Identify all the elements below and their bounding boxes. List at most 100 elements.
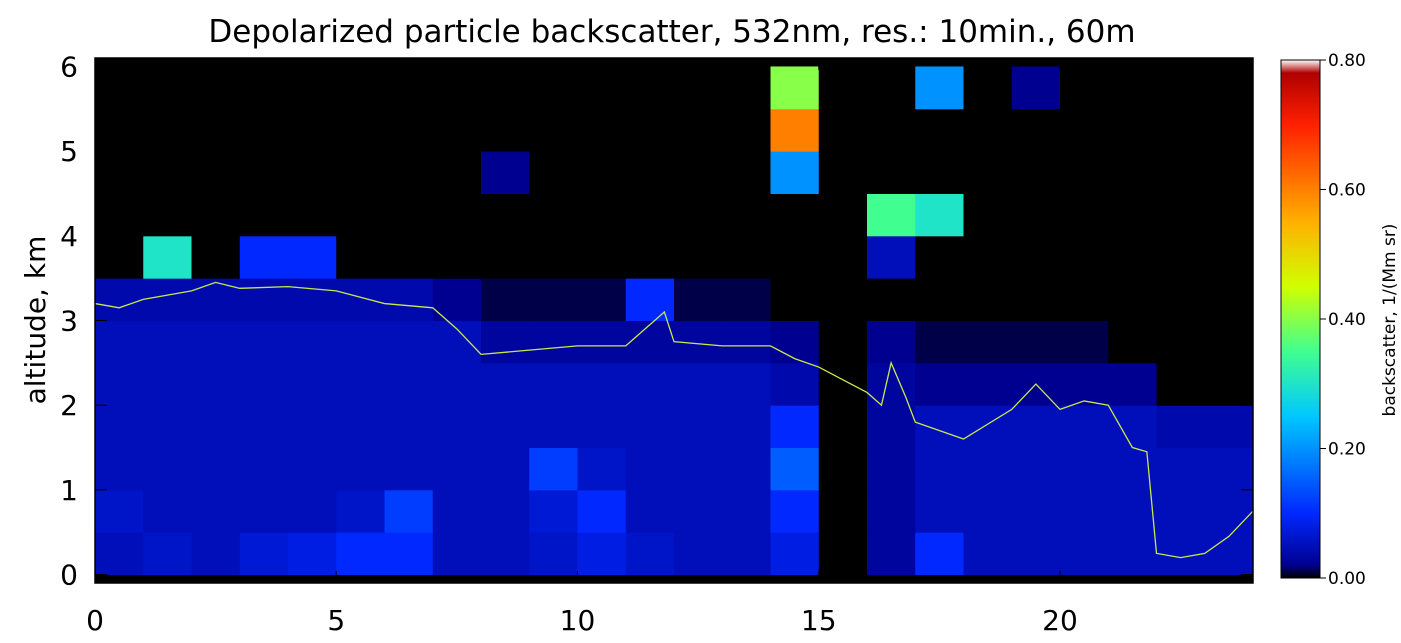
y-tick-label: 0: [60, 559, 78, 592]
cell: [625, 489, 675, 533]
cell: [143, 278, 192, 321]
cell: [963, 278, 1013, 321]
cell: [432, 66, 482, 110]
cell: [1108, 278, 1157, 321]
cell: [625, 108, 675, 152]
cell: [818, 151, 868, 194]
cell: [529, 151, 578, 194]
cell: [529, 320, 578, 364]
y-tick-label: 6: [60, 50, 78, 83]
cell: [336, 447, 385, 491]
cell: [1011, 489, 1061, 533]
cell: [481, 447, 530, 491]
cell: [867, 66, 916, 110]
cell: [432, 362, 482, 406]
cell: [336, 108, 385, 152]
cell: [239, 193, 289, 237]
cell: [1204, 193, 1254, 237]
cell: [915, 405, 964, 449]
cell: [336, 66, 385, 110]
cell: [1108, 66, 1157, 110]
cell: [867, 447, 916, 491]
cell: [963, 405, 1013, 449]
cell: [818, 489, 868, 533]
cell: [1108, 532, 1157, 576]
cell: [143, 151, 192, 194]
cell: [818, 405, 868, 449]
cell: [867, 320, 916, 364]
cell: [1204, 151, 1254, 194]
y-tick-label: 1: [60, 474, 78, 507]
cell: [95, 362, 144, 406]
cell: [818, 193, 868, 237]
cell: [1011, 235, 1061, 279]
cell: [722, 108, 771, 152]
cell: [867, 362, 916, 406]
cell: [1011, 532, 1061, 576]
cell: [722, 489, 771, 533]
cell: [963, 532, 1013, 576]
cell: [239, 532, 289, 576]
cell: [336, 532, 385, 576]
cell: [867, 193, 916, 237]
cell: [384, 405, 434, 449]
cell: [143, 362, 192, 406]
cell: [625, 447, 675, 491]
x-tick-label: 10: [560, 604, 596, 637]
cell: [432, 532, 482, 576]
cell: [288, 532, 337, 576]
cell: [867, 151, 916, 194]
cell: [1204, 66, 1254, 110]
cell: [481, 278, 530, 321]
cell: [432, 278, 482, 321]
cell: [963, 151, 1013, 194]
cell: [625, 193, 675, 237]
cell: [481, 362, 530, 406]
cell: [288, 447, 337, 491]
cell: [674, 193, 723, 237]
cell: [1108, 193, 1157, 237]
cell: [1060, 447, 1109, 491]
cell: [577, 320, 627, 364]
cell: [1204, 278, 1254, 321]
cell: [963, 489, 1013, 533]
cell: [722, 66, 771, 110]
cell: [722, 151, 771, 194]
cell: [818, 108, 868, 152]
cell: [963, 108, 1013, 152]
cell: [432, 235, 482, 279]
cell: [191, 447, 241, 491]
cell: [432, 405, 482, 449]
cell: [143, 405, 192, 449]
cell: [288, 151, 337, 194]
cell: [818, 320, 868, 364]
x-tick-label: 15: [801, 604, 837, 637]
cell: [1060, 405, 1109, 449]
cell: [529, 108, 578, 152]
x-tick-label: 5: [327, 604, 345, 637]
cell: [625, 532, 675, 576]
cell: [1060, 151, 1109, 194]
cell: [577, 193, 627, 237]
cell: [239, 66, 289, 110]
y-tick-label: 5: [60, 135, 78, 168]
cell: [143, 235, 192, 279]
cell: [1060, 108, 1109, 152]
cell: [1060, 66, 1109, 110]
cell: [1011, 447, 1061, 491]
colorbar-tick-label: 0.60: [1328, 181, 1366, 201]
cell: [1156, 193, 1206, 237]
cell: [288, 108, 337, 152]
cell: [770, 193, 820, 237]
cell: [529, 193, 578, 237]
cell: [1156, 235, 1206, 279]
cell: [529, 235, 578, 279]
cell: [1060, 193, 1109, 237]
cell: [1156, 66, 1206, 110]
chart-title: Depolarized particle backscatter, 532nm,…: [208, 14, 1135, 50]
cell: [191, 532, 241, 576]
cell: [1156, 320, 1206, 364]
cell: [95, 235, 144, 279]
cell: [674, 278, 723, 321]
cell: [1204, 362, 1254, 406]
